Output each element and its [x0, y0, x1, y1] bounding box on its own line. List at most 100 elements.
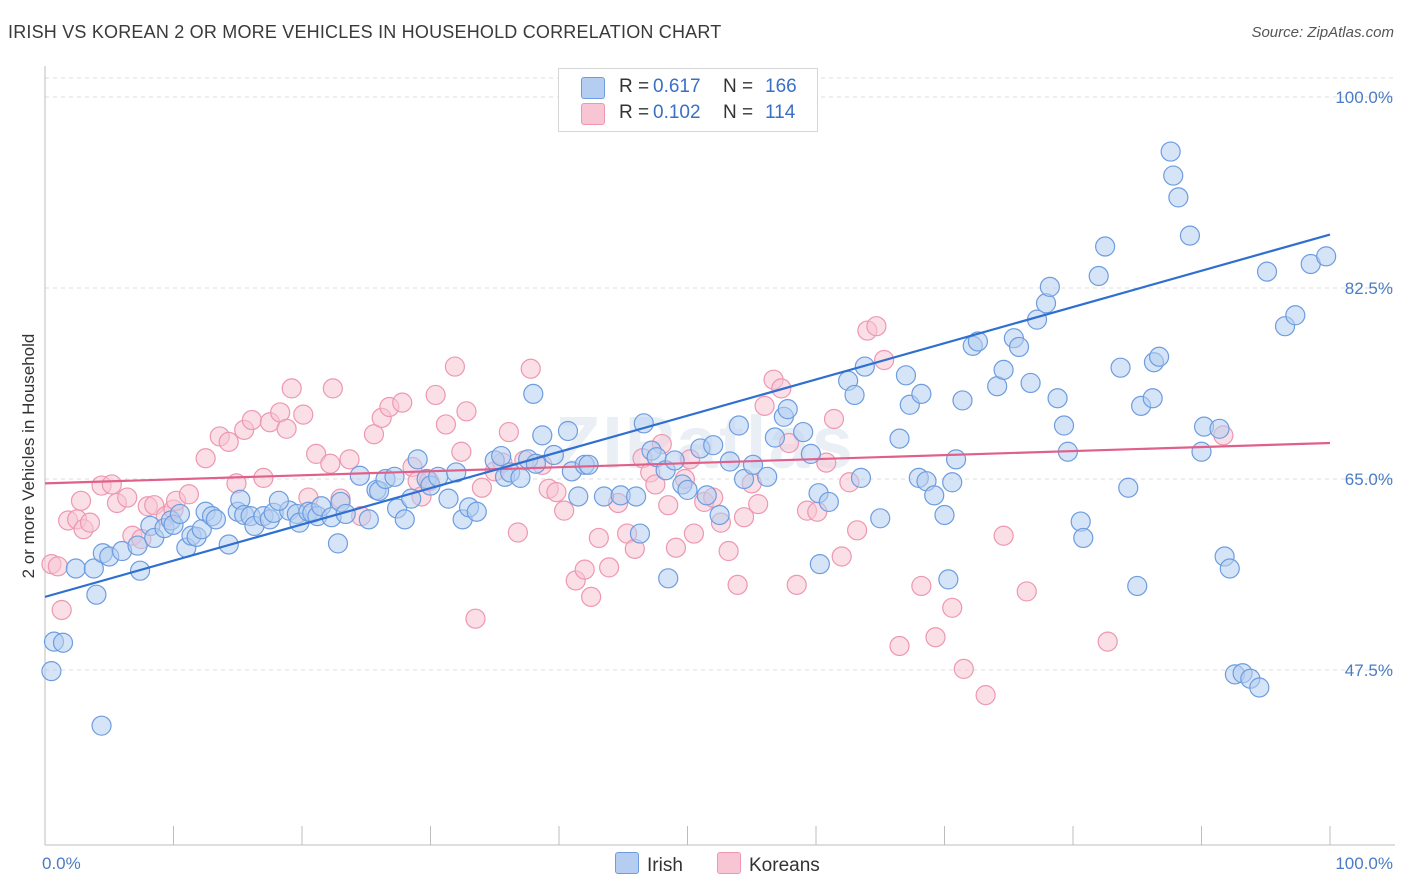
korean-point: [718, 540, 739, 562]
korean-point: [581, 586, 602, 607]
irish-point: [384, 466, 405, 487]
irish-point: [1219, 558, 1240, 579]
korean-point: [645, 474, 666, 495]
irish-point: [169, 503, 191, 525]
irish-point: [1008, 336, 1030, 358]
korean-point: [588, 527, 609, 549]
irish-point: [1127, 575, 1148, 597]
irish-point: [568, 486, 589, 507]
irish-point: [407, 449, 428, 470]
irish-point: [809, 554, 830, 575]
irish-r-label: R =: [619, 76, 650, 97]
bottom-legend-irish: Irish: [615, 852, 683, 877]
korean-point: [339, 449, 360, 470]
irish-point: [1160, 141, 1181, 162]
korean-point: [925, 627, 946, 648]
korean-point: [975, 685, 996, 706]
irish-point: [942, 472, 963, 493]
irish-point: [83, 558, 104, 579]
korean-point: [47, 556, 68, 577]
irish-n-label: N =: [723, 76, 754, 97]
y-tick-label: 82.5%: [1345, 279, 1393, 298]
irish-point: [1249, 677, 1270, 698]
irish-point: [677, 479, 698, 501]
irish-points: [41, 141, 1337, 736]
irish-point: [1163, 165, 1184, 186]
irish-point: [924, 485, 945, 506]
korean-point: [911, 575, 932, 597]
irish-point: [1047, 388, 1068, 409]
irish-point: [349, 465, 370, 486]
korean-point: [942, 597, 963, 618]
irish-n-value: 166: [765, 76, 797, 97]
irish-point: [358, 509, 379, 530]
x-tick-label: 100.0%: [1335, 854, 1393, 873]
irish-point: [895, 365, 917, 386]
korean-r-value: 0.102: [653, 102, 701, 123]
y-tick-label: 100.0%: [1335, 88, 1393, 107]
korean-point: [101, 474, 122, 495]
irish-point: [934, 504, 955, 526]
korean-point: [320, 453, 341, 474]
korean-point: [435, 414, 457, 435]
irish-point: [1053, 415, 1075, 436]
irish-point: [625, 486, 647, 507]
korean-point: [574, 559, 595, 580]
korean-point: [520, 358, 541, 379]
korean-point: [727, 574, 748, 595]
irish-point: [1110, 357, 1131, 378]
korean-point: [79, 512, 101, 533]
irish-point: [394, 509, 415, 530]
irish-point: [1168, 187, 1189, 208]
korean-point: [754, 395, 775, 416]
korean-point: [444, 356, 466, 377]
irish-point: [629, 523, 651, 544]
irish-point: [557, 420, 579, 442]
irish-legend-swatch: [615, 852, 639, 874]
korean-n-label: N =: [723, 102, 754, 123]
korean-point: [546, 481, 567, 503]
irish-point: [764, 427, 785, 448]
korean-point: [322, 378, 343, 399]
irish-point: [952, 390, 973, 411]
irish-point: [1148, 346, 1170, 367]
korean-swatch: [581, 103, 605, 125]
irish-point: [777, 399, 798, 420]
x-tick-label: 0.0%: [42, 854, 81, 873]
irish-point: [327, 533, 349, 554]
korean-point: [1097, 631, 1118, 652]
irish-point: [850, 467, 872, 489]
korean-point: [953, 658, 974, 680]
korean-point: [498, 421, 519, 443]
irish-point: [1073, 527, 1094, 549]
korean-point: [471, 477, 492, 498]
korean-point: [51, 599, 72, 621]
korean-point: [748, 494, 769, 515]
korean-point: [683, 523, 705, 544]
korean-point: [786, 574, 807, 595]
korean-point: [733, 507, 755, 528]
korean-point: [241, 409, 262, 431]
irish-point: [1039, 276, 1060, 298]
irish-r-value: 0.617: [653, 76, 701, 97]
irish-point: [1191, 441, 1212, 462]
irish-point: [52, 632, 74, 653]
correlation-legend: R = 0.617 N = 166 R = 0.102 N = 114: [558, 68, 818, 132]
irish-point: [1209, 418, 1230, 439]
irish-point: [205, 509, 227, 530]
korean-point: [178, 484, 200, 505]
y-tick-label: 47.5%: [1345, 661, 1393, 680]
korean-point: [70, 490, 92, 511]
irish-point: [696, 485, 717, 506]
korean-point: [425, 384, 446, 406]
irish-point: [938, 569, 959, 590]
irish-point: [41, 660, 62, 682]
korean-point: [507, 522, 528, 543]
irish-point: [658, 568, 679, 589]
korean-point: [253, 467, 274, 489]
korean-point: [117, 487, 138, 508]
source-label: Source: ZipAtlas.com: [1251, 24, 1394, 41]
irish-point: [91, 715, 112, 736]
irish-point: [1020, 372, 1041, 394]
